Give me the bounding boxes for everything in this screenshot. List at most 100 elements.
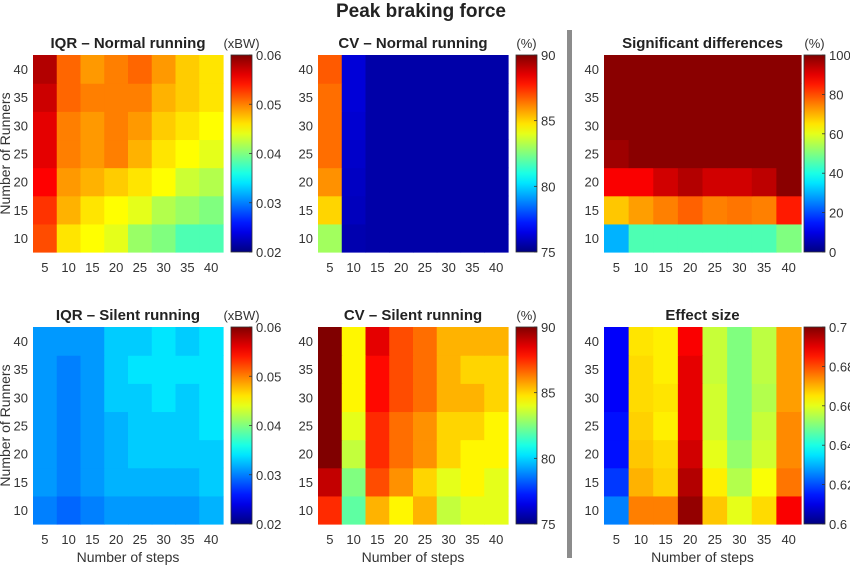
heatmap-cell (604, 327, 630, 356)
heatmap-cell (80, 411, 105, 441)
heatmap-cell (628, 139, 654, 169)
heatmap-cell (702, 111, 728, 141)
heatmap-cell (151, 139, 177, 169)
heatmap-panel-3: 5 10 15 20 25 30 35 40 10 15 20 25 30 35 40 Significant… (585, 35, 850, 275)
heatmap-cell (389, 411, 414, 441)
heatmap-cell (702, 83, 728, 112)
heatmap-cell (628, 495, 654, 525)
heatmap-cell (413, 223, 438, 253)
heatmap-cell (318, 83, 343, 112)
heatmap-cell (727, 355, 753, 384)
heatmap-cell (151, 111, 177, 141)
heatmap-cell (80, 355, 105, 384)
heatmap-cell (80, 495, 105, 525)
colorbar-tick-label: 85 (541, 386, 555, 401)
heatmap-cell (484, 111, 509, 141)
y-tick-label: 30 (14, 118, 28, 133)
heatmap-cell (56, 195, 82, 225)
heatmap-cell (175, 223, 200, 253)
heatmap-cell (80, 139, 105, 169)
x-tick-label: 10 (634, 532, 648, 547)
heatmap-cell (104, 495, 129, 525)
heatmap-cell (175, 411, 200, 441)
heatmap-cell (776, 467, 802, 497)
heatmap-cell (436, 439, 462, 469)
panel-title: CV – Silent running (344, 307, 482, 324)
x-tick-label: 40 (204, 260, 218, 275)
heatmap-panel-4: 5 10 15 20 25 30 35 40 10 15 20 25 30 35 40 IQR – Silen… (0, 307, 281, 565)
heatmap-cell (436, 327, 462, 356)
heatmap-cell (460, 383, 485, 413)
heatmap-cell (413, 111, 438, 141)
y-tick-label: 40 (14, 62, 28, 77)
heatmap-cell (604, 111, 630, 141)
heatmap-cell (175, 383, 200, 413)
heatmap-cell (751, 55, 777, 84)
y-tick-label: 10 (14, 503, 28, 518)
heatmap-cell (175, 195, 200, 225)
heatmap-cell (80, 467, 105, 497)
x-tick-label: 5 (613, 532, 620, 547)
colorbar-tick-label: 60 (829, 127, 843, 142)
heatmap-cell (460, 55, 485, 84)
y-tick-label: 35 (585, 362, 599, 377)
colorbar-frame (515, 54, 538, 253)
heatmap-cell (436, 495, 462, 525)
heatmap-cell (104, 355, 129, 384)
heatmap-cell (151, 383, 177, 413)
heatmap-cell (677, 83, 704, 112)
heatmap-cell (751, 139, 777, 169)
colorbar-tick-label: 75 (541, 245, 555, 260)
heatmap-cell (484, 83, 509, 112)
heatmap-cell (776, 111, 802, 141)
x-tick-label: 30 (156, 532, 170, 547)
heatmap-cell (484, 355, 509, 384)
colorbar-tick-label: 40 (829, 166, 843, 181)
x-tick-label: 20 (683, 532, 697, 547)
y-tick-label: 40 (585, 62, 599, 77)
heatmap-cell (151, 83, 177, 112)
heatmap-cell (677, 411, 704, 441)
heatmap-cell (389, 111, 414, 141)
heatmap-cell (318, 355, 343, 384)
heatmap-cell (365, 355, 390, 384)
heatmap-cell (56, 111, 82, 141)
heatmap-cell (413, 139, 438, 169)
x-tick-label: 10 (346, 532, 360, 547)
x-tick-label: 15 (658, 260, 672, 275)
colorbar-tick-label: 0.06 (256, 320, 281, 335)
heatmap-cell (702, 495, 728, 525)
heatmap-cell (653, 439, 679, 469)
heatmap-cell (677, 327, 704, 356)
heatmap-cell (413, 55, 438, 84)
heatmap-cell (318, 467, 343, 497)
heatmap-cell (677, 223, 704, 253)
colorbar (231, 55, 252, 252)
heatmap-cell (628, 223, 654, 253)
heatmap-cell (727, 195, 753, 225)
colorbar-tick-label: 0.03 (256, 196, 281, 211)
heatmap-cell (604, 83, 630, 112)
heatmap-cell (56, 55, 82, 84)
heatmap-cell (727, 139, 753, 169)
y-tick-label: 40 (14, 334, 28, 349)
x-tick-label: 15 (85, 532, 99, 547)
colorbar-tick-label: 0.04 (256, 419, 281, 434)
heatmap-cell (460, 495, 485, 525)
heatmap-cell (484, 383, 509, 413)
heatmap-cell (175, 467, 200, 497)
heatmap-cell (175, 55, 200, 84)
x-tick-label: 35 (465, 260, 479, 275)
heatmap-cell (199, 495, 224, 525)
panel-divider (567, 30, 572, 558)
colorbar-tick-label: 0.66 (829, 399, 850, 414)
heatmap-cell (727, 383, 753, 413)
y-tick-label: 20 (299, 447, 313, 462)
heatmap-cell (628, 439, 654, 469)
heatmap-cell (727, 83, 753, 112)
y-tick-label: 15 (585, 475, 599, 490)
colorbar-tick-label: 0.05 (256, 97, 281, 112)
heatmap-cell (56, 383, 82, 413)
y-tick-label: 40 (299, 334, 313, 349)
y-axis-label: Number of Runners (0, 364, 13, 486)
